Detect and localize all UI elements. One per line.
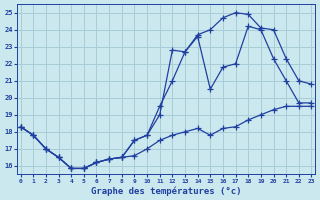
X-axis label: Graphe des températures (°c): Graphe des températures (°c)	[91, 186, 241, 196]
